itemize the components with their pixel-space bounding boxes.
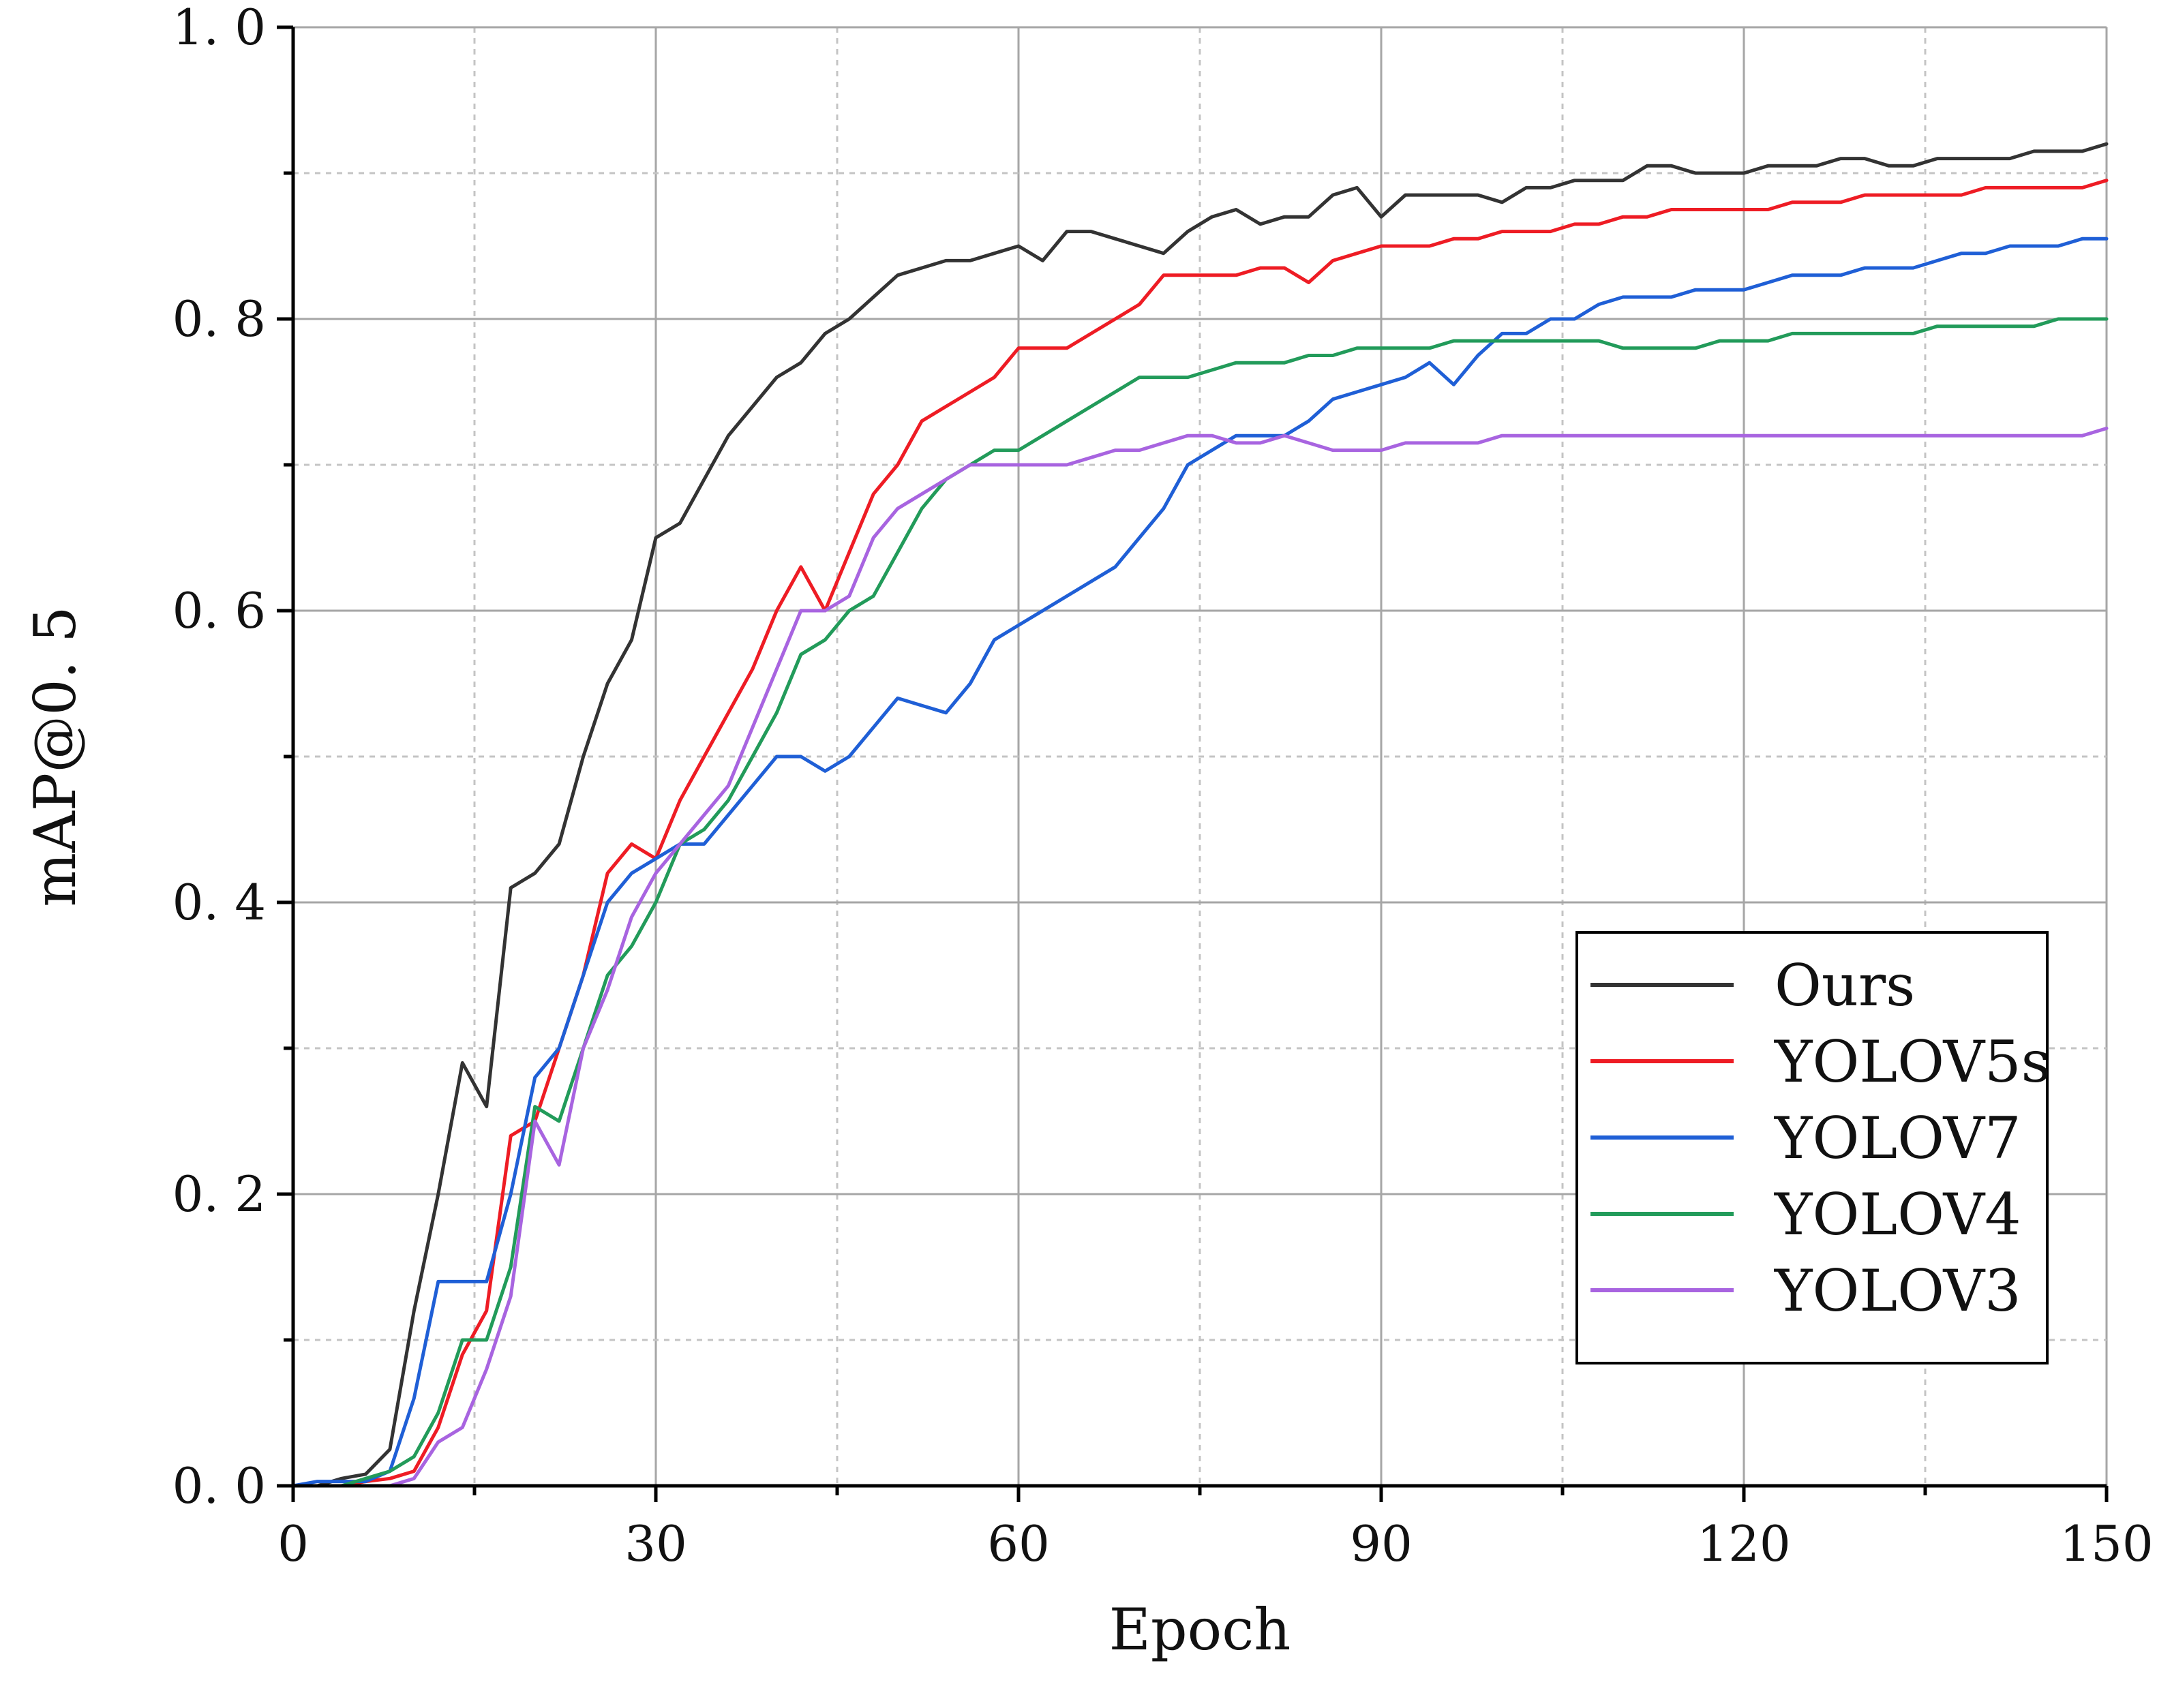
legend-label-yolov5s: YOLOV5s	[1774, 1028, 2051, 1095]
tick-labels: 0 30 60 90 120 150 0. 0 0. 2 0. 4 0. 6 0. 8 1. 0	[172, 0, 2154, 1572]
y-axis-title: mAP@0. 5	[22, 606, 89, 906]
x-tick-label: 120	[1697, 1515, 1790, 1572]
series-line-ours	[291, 142, 2109, 1488]
x-tick-label: 60	[987, 1515, 1050, 1572]
legend-label-yolov4: YOLOV4	[1774, 1181, 2021, 1248]
y-tick-label: 0. 6	[172, 582, 266, 639]
y-tick-label: 0. 2	[172, 1165, 266, 1223]
y-tick-label: 1. 0	[172, 0, 266, 56]
series-line-yolov3	[291, 427, 2109, 1488]
y-tick-label: 0. 4	[172, 874, 266, 931]
series-line-yolov4	[291, 317, 2109, 1488]
y-tick-label: 0. 8	[172, 290, 266, 348]
legend-label-yolov7: YOLOV7	[1774, 1105, 2021, 1172]
series-layer	[291, 142, 2109, 1488]
y-tick-label: 0. 0	[172, 1457, 266, 1514]
series-line-yolov5s	[291, 179, 2109, 1488]
x-axis-title: Epoch	[1109, 1596, 1291, 1663]
grid	[293, 26, 2108, 1486]
x-tick-label: 90	[1350, 1515, 1413, 1572]
x-tick-label: 0	[277, 1515, 309, 1572]
x-tick-label: 30	[624, 1515, 687, 1572]
legend-label-ours: Ours	[1775, 952, 1915, 1019]
legend-label-yolov3: YOLOV3	[1774, 1257, 2021, 1324]
x-tick-label: 150	[2060, 1515, 2153, 1572]
ticks	[277, 25, 2109, 1502]
series-line-yolov7	[291, 237, 2109, 1488]
legend: Ours YOLOV5s YOLOV7 YOLOV4 YOLOV3	[1575, 931, 2051, 1364]
